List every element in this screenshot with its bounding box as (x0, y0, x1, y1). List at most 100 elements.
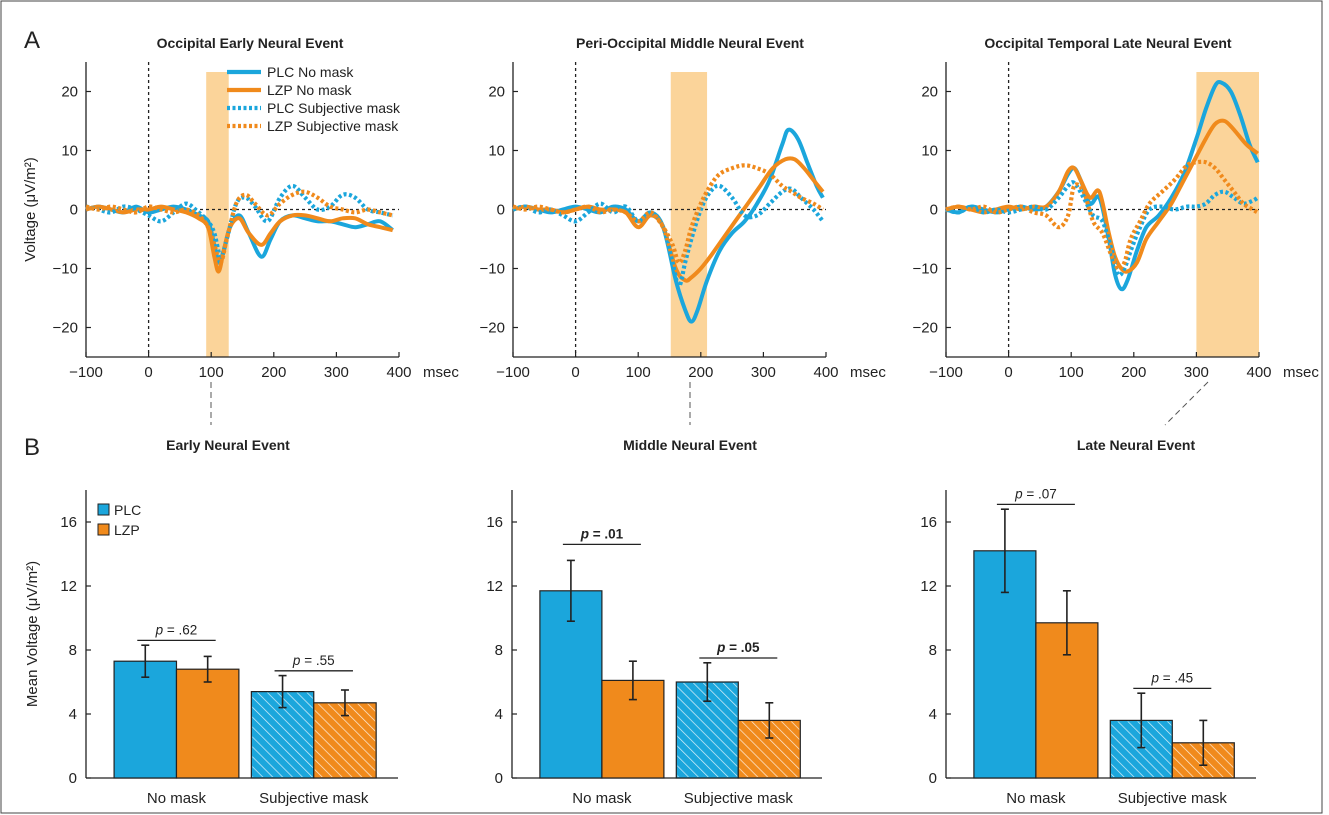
series-line-plc-no-mask (512, 127, 825, 324)
y-tick-label: 4 (69, 706, 77, 723)
y-tick-label: 8 (929, 642, 937, 659)
p-value-label: p = .07 (1014, 486, 1057, 501)
y-tick-label: 16 (920, 514, 937, 531)
y-tick-label: 12 (920, 578, 937, 595)
y-tick-label: 0 (930, 202, 938, 219)
series-line-lzp-subjective-mask (85, 189, 394, 265)
y-axis-label: Voltage (μV/m²) (22, 157, 39, 262)
x-unit-label: msec (1283, 364, 1319, 381)
y-axis-label: Mean Voltage (μV/m²) (24, 561, 41, 707)
category-label: No mask (572, 790, 632, 807)
series-line-lzp-subjective-mask (512, 163, 825, 265)
legend-swatch (97, 523, 110, 536)
y-tick-label: −10 (53, 261, 78, 278)
p-symbol: p (1014, 486, 1023, 501)
p-value: = .05 (725, 640, 760, 655)
y-tick-label: −10 (913, 261, 938, 278)
category-label: Subjective mask (1118, 790, 1228, 807)
analysis-window (1196, 72, 1259, 357)
bar-plc (113, 660, 178, 779)
y-tick-label: 20 (61, 84, 78, 101)
y-tick-label: −20 (913, 320, 938, 337)
x-tick-label: 0 (144, 364, 152, 381)
x-tick-label: 0 (571, 364, 579, 381)
p-symbol: p (1150, 670, 1159, 685)
p-symbol: p (580, 526, 589, 541)
x-tick-label: 300 (324, 364, 349, 381)
x-tick-label: −100 (929, 364, 963, 381)
legend-label: LZP (114, 522, 140, 538)
legend-label: LZP No mask (267, 82, 353, 98)
y-tick-label: 0 (497, 202, 505, 219)
series-line-lzp-no-mask (945, 118, 1259, 274)
y-tick-label: 8 (495, 642, 503, 659)
p-value-label: p = .55 (292, 653, 335, 668)
category-label: Subjective mask (259, 790, 369, 807)
y-tick-label: 20 (921, 84, 938, 101)
p-value: = .62 (163, 622, 197, 637)
line-chart-3: Occipital Temporal Late Neural Event −20 −… (913, 35, 1320, 381)
line-chart-1: Occipital Early Neural Event−20−1001020−… (22, 35, 459, 381)
y-tick-label: 10 (488, 143, 505, 160)
p-value-label: p = .45 (1150, 670, 1193, 685)
chart-title: Middle Neural Event (623, 437, 757, 453)
y-tick-label: 0 (70, 202, 78, 219)
x-tick-label: 400 (813, 364, 838, 381)
y-tick-label: 12 (486, 578, 503, 595)
legend-label: PLC No mask (267, 64, 354, 80)
y-tick-label: −20 (480, 320, 505, 337)
p-value: = .01 (589, 526, 624, 541)
x-tick-label: 100 (1059, 364, 1084, 381)
series-line-plc-subjective-mask (945, 180, 1259, 278)
line-chart-2: Peri-Occipital Middle Neural Event −20 −10… (480, 35, 887, 381)
chart-title: Late Neural Event (1077, 437, 1196, 453)
p-value: = .07 (1023, 486, 1057, 501)
bar-chart-1: Early Neural Event 0 4 8 12 16 Mean Voltage (μ… (24, 437, 398, 807)
y-tick-label: 20 (488, 84, 505, 101)
series-line-lzp-subjective-mask (945, 159, 1259, 271)
p-value: = .45 (1159, 670, 1193, 685)
x-tick-label: 100 (199, 364, 224, 381)
chart-title: Occipital Early Neural Event (157, 35, 344, 51)
y-tick-label: −20 (53, 320, 78, 337)
legend-label: PLC (114, 502, 141, 518)
x-tick-label: 400 (386, 364, 411, 381)
x-tick-label: 400 (1246, 364, 1271, 381)
x-tick-label: 200 (688, 364, 713, 381)
x-tick-label: 0 (1004, 364, 1012, 381)
p-symbol: p (292, 653, 301, 668)
legend-label: LZP Subjective mask (267, 118, 399, 134)
y-tick-label: 16 (60, 514, 77, 531)
x-tick-label: 200 (1121, 364, 1146, 381)
legend-swatch (97, 503, 110, 516)
analysis-window (206, 72, 229, 357)
y-tick-label: 0 (929, 770, 937, 787)
panel-label-b: B (24, 434, 40, 461)
x-unit-label: msec (850, 364, 886, 381)
p-value: = .55 (300, 653, 334, 668)
y-tick-label: −10 (480, 261, 505, 278)
y-tick-label: 8 (69, 642, 77, 659)
y-tick-label: 0 (495, 770, 503, 787)
bar-chart-3: Late Neural Event 0 4 8 12 16 No mask p = .07 Su… (920, 437, 1256, 807)
y-tick-label: 10 (61, 143, 78, 160)
p-value-label: p = .01 (580, 526, 624, 541)
x-tick-label: 200 (261, 364, 286, 381)
y-tick-label: 10 (921, 143, 938, 160)
y-tick-label: 4 (495, 706, 503, 723)
category-label: Subjective mask (684, 790, 794, 807)
x-tick-label: −100 (496, 364, 530, 381)
p-value-label: p = .62 (155, 622, 198, 637)
bar-chart-2: Middle Neural Event 0 4 8 12 16 No mask p = .01… (486, 437, 822, 807)
legend-label: PLC Subjective mask (267, 100, 401, 116)
y-tick-label: 12 (60, 578, 77, 595)
p-value-label: p = .05 (716, 640, 760, 655)
x-tick-label: 300 (1184, 364, 1209, 381)
series-line-plc-subjective-mask (512, 183, 825, 289)
p-symbol: p (716, 640, 725, 655)
chart-title: Peri-Occipital Middle Neural Event (576, 35, 804, 51)
x-tick-label: 100 (626, 364, 651, 381)
chart-title: Early Neural Event (166, 437, 290, 453)
y-tick-label: 4 (929, 706, 937, 723)
